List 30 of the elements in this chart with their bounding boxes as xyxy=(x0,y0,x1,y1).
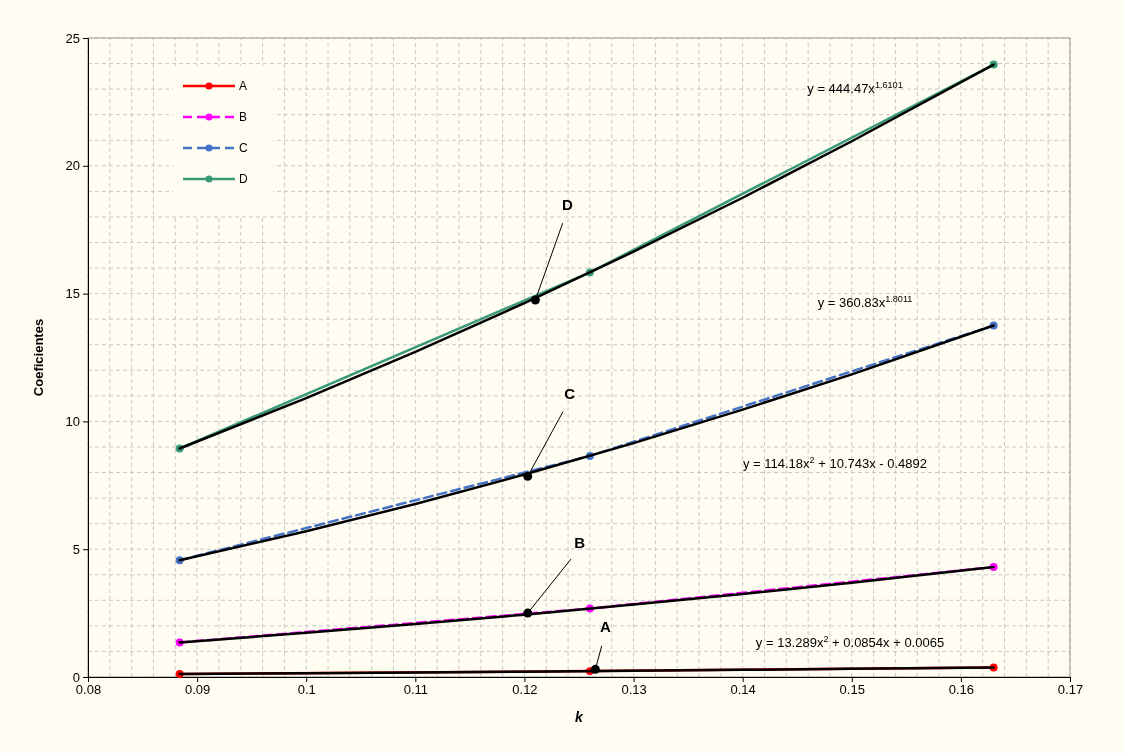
x-tick-label: 0.13 xyxy=(621,682,647,698)
annotation: B xyxy=(574,534,586,552)
y-tick-label: 10 xyxy=(65,414,80,430)
y-tick-label: 0 xyxy=(72,669,80,685)
y-tick-label: 25 xyxy=(65,30,80,46)
annotation: y = 114.18x$^{2}$ + 10.743x - 0.4892 xyxy=(742,455,928,471)
legend-label: D xyxy=(239,172,248,186)
y-tick-label: 20 xyxy=(65,158,80,174)
legend-label: A xyxy=(239,79,248,93)
x-tick-label: 0.1 xyxy=(297,682,316,698)
legend-label: B xyxy=(239,110,248,124)
annotation: y = 444.47x$^{1.6101}$ xyxy=(807,80,903,96)
x-tick-label: 0.11 xyxy=(403,682,429,698)
x-tick-label: 0.16 xyxy=(948,682,975,698)
annotation: A xyxy=(599,618,611,636)
x-tick-label: 0.09 xyxy=(184,682,211,698)
annotation: D xyxy=(561,195,573,213)
annotation: y = 13.289x$^{2}$ + 0.0854x + 0.0065 xyxy=(755,634,945,650)
y-tick-label: 15 xyxy=(65,286,80,302)
x-axis-title: k xyxy=(575,709,585,725)
y-axis-title: Coeficientes xyxy=(31,318,46,397)
x-tick-label: 0.15 xyxy=(839,682,865,698)
legend-label: C xyxy=(239,141,248,155)
x-tick-label: 0.14 xyxy=(730,682,756,698)
x-tick-label: 0.17 xyxy=(1057,682,1084,698)
x-tick-label: 0.12 xyxy=(512,682,538,698)
y-tick-label: 5 xyxy=(72,541,80,557)
x-tick-label: 0.08 xyxy=(75,682,102,698)
annotation: y = 360.83x$^{1.8011}$ xyxy=(817,294,913,310)
annotation: C xyxy=(564,385,576,403)
